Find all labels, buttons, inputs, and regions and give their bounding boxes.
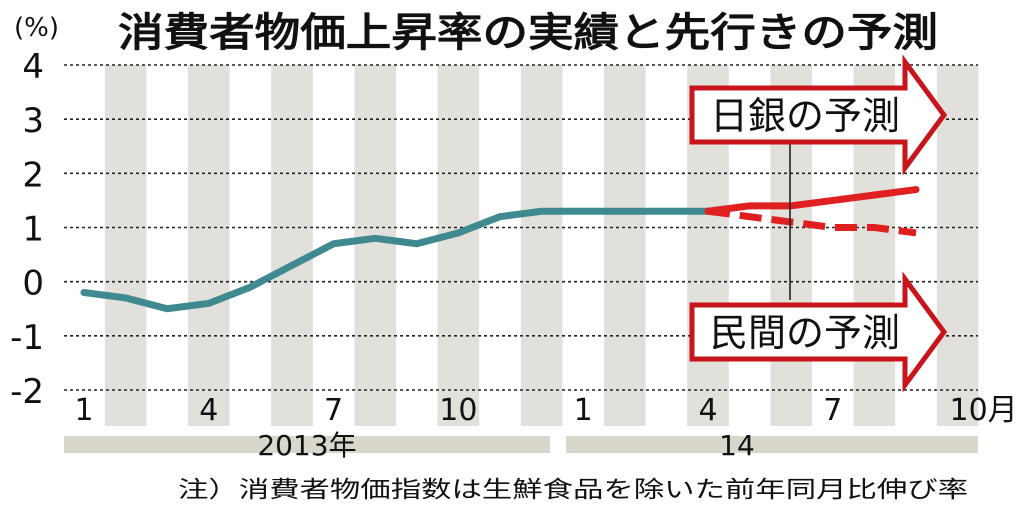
x-axis: 1 4 7 10 1 4 7 10月 bbox=[74, 393, 1017, 428]
month-stripe bbox=[104, 65, 147, 426]
chart-title: 消費者物価上昇率の実績と先行きの予測 bbox=[118, 10, 938, 56]
y-axis: 4 3 2 1 0 -1 -2 bbox=[10, 47, 44, 412]
year-bar bbox=[64, 436, 550, 453]
x-tick-label: 10月 bbox=[950, 393, 1018, 428]
month-stripe bbox=[271, 65, 313, 426]
month-stripe bbox=[604, 65, 646, 426]
y-tick-label: -2 bbox=[10, 372, 44, 412]
x-tick-label: 1 bbox=[74, 393, 93, 428]
private-callout-arrow bbox=[689, 271, 948, 393]
series-boj-forecast bbox=[704, 186, 920, 215]
y-tick-label: 1 bbox=[22, 210, 44, 250]
series-layer bbox=[80, 186, 920, 313]
x-tick-label: 7 bbox=[823, 393, 842, 428]
year-label: 2013年 bbox=[257, 429, 356, 462]
x-tick-label: 1 bbox=[574, 393, 593, 428]
month-stripe bbox=[188, 65, 230, 426]
month-stripes bbox=[104, 65, 979, 426]
y-tick-label: 4 bbox=[22, 47, 44, 87]
month-stripe bbox=[520, 65, 563, 426]
x-tick-label: 10 bbox=[439, 393, 477, 428]
grid-lines bbox=[64, 64, 978, 391]
y-tick-label: 2 bbox=[22, 155, 44, 195]
year-bars: 2013年 14 bbox=[64, 429, 978, 462]
boj-callout-label: 日銀の予測 bbox=[710, 94, 900, 138]
x-tick-label: 4 bbox=[698, 393, 717, 428]
series-private-forecast bbox=[707, 207, 917, 237]
y-unit-label: (%) bbox=[14, 13, 59, 43]
x-tick-label: 4 bbox=[199, 393, 218, 428]
y-tick-label: 3 bbox=[22, 101, 44, 141]
private-callout-label: 民間の予測 bbox=[710, 311, 900, 355]
month-stripe bbox=[437, 65, 480, 426]
series-actual bbox=[80, 207, 712, 313]
x-tick-label: 7 bbox=[324, 393, 343, 428]
month-stripe bbox=[354, 65, 396, 426]
month-stripe bbox=[936, 65, 979, 426]
year-bar bbox=[566, 436, 978, 453]
y-tick-label: -1 bbox=[10, 318, 44, 358]
footnote: 注）消費者物価指数は生鮮食品を除いた前年同月比伸び率 bbox=[178, 477, 968, 503]
y-tick-label: 0 bbox=[22, 264, 44, 304]
boj-callout-arrow bbox=[689, 54, 948, 176]
year-label: 14 bbox=[719, 429, 755, 462]
